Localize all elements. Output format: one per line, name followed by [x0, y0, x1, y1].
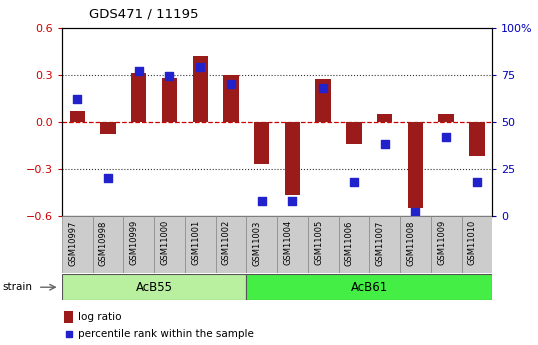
Bar [123, 216, 154, 273]
Text: GSM11001: GSM11001 [191, 220, 200, 265]
Point [226, 81, 235, 87]
Text: GSM11000: GSM11000 [160, 220, 169, 265]
Bar [346, 121, 362, 144]
Point [380, 141, 389, 147]
Point [134, 68, 143, 73]
Text: GSM11007: GSM11007 [376, 220, 385, 266]
Text: GSM11006: GSM11006 [345, 220, 354, 266]
Bar [93, 216, 123, 273]
Bar [62, 216, 93, 273]
Point [196, 64, 204, 70]
Text: GSM11009: GSM11009 [437, 220, 446, 265]
Bar [377, 114, 392, 121]
Text: log ratio: log ratio [78, 312, 122, 322]
Bar [338, 216, 369, 273]
Text: GSM11005: GSM11005 [314, 220, 323, 265]
Point [472, 179, 481, 185]
Point [319, 85, 328, 90]
Point [411, 209, 420, 215]
Bar [69, 111, 85, 121]
Point [288, 198, 297, 203]
Text: GSM11004: GSM11004 [284, 220, 293, 265]
Bar [100, 121, 116, 134]
Bar [193, 56, 208, 121]
Bar [223, 75, 239, 121]
Point [442, 134, 450, 139]
Bar [154, 216, 185, 273]
Text: percentile rank within the sample: percentile rank within the sample [78, 329, 254, 339]
Text: GSM11010: GSM11010 [468, 220, 477, 265]
Point [73, 96, 82, 102]
Point [257, 198, 266, 203]
Bar [277, 216, 308, 273]
Bar [438, 114, 454, 121]
Text: GSM11002: GSM11002 [222, 220, 231, 265]
Bar [285, 121, 300, 195]
Bar [469, 121, 485, 156]
Text: GSM10997: GSM10997 [68, 220, 77, 266]
Bar [408, 121, 423, 208]
Text: strain: strain [3, 282, 33, 292]
Point [165, 74, 174, 79]
Bar [369, 216, 400, 273]
Text: AcB55: AcB55 [136, 281, 173, 294]
Text: GSM11008: GSM11008 [406, 220, 415, 266]
Bar [185, 216, 216, 273]
Bar [254, 121, 270, 164]
Point [65, 331, 73, 337]
Bar [246, 216, 277, 273]
Bar [315, 79, 331, 121]
Bar [216, 216, 246, 273]
Text: GDS471 / 11195: GDS471 / 11195 [89, 8, 199, 21]
Bar [64, 310, 74, 323]
Bar [246, 274, 492, 300]
Bar [431, 216, 462, 273]
Text: AcB61: AcB61 [351, 281, 388, 294]
Bar [62, 274, 246, 300]
Point [104, 175, 112, 181]
Text: GSM10998: GSM10998 [99, 220, 108, 266]
Bar [131, 73, 146, 121]
Text: GSM10999: GSM10999 [130, 220, 139, 265]
Point [350, 179, 358, 185]
Text: GSM11003: GSM11003 [253, 220, 261, 266]
Bar [462, 216, 492, 273]
Bar [400, 216, 431, 273]
Bar [162, 78, 177, 121]
Bar [308, 216, 338, 273]
